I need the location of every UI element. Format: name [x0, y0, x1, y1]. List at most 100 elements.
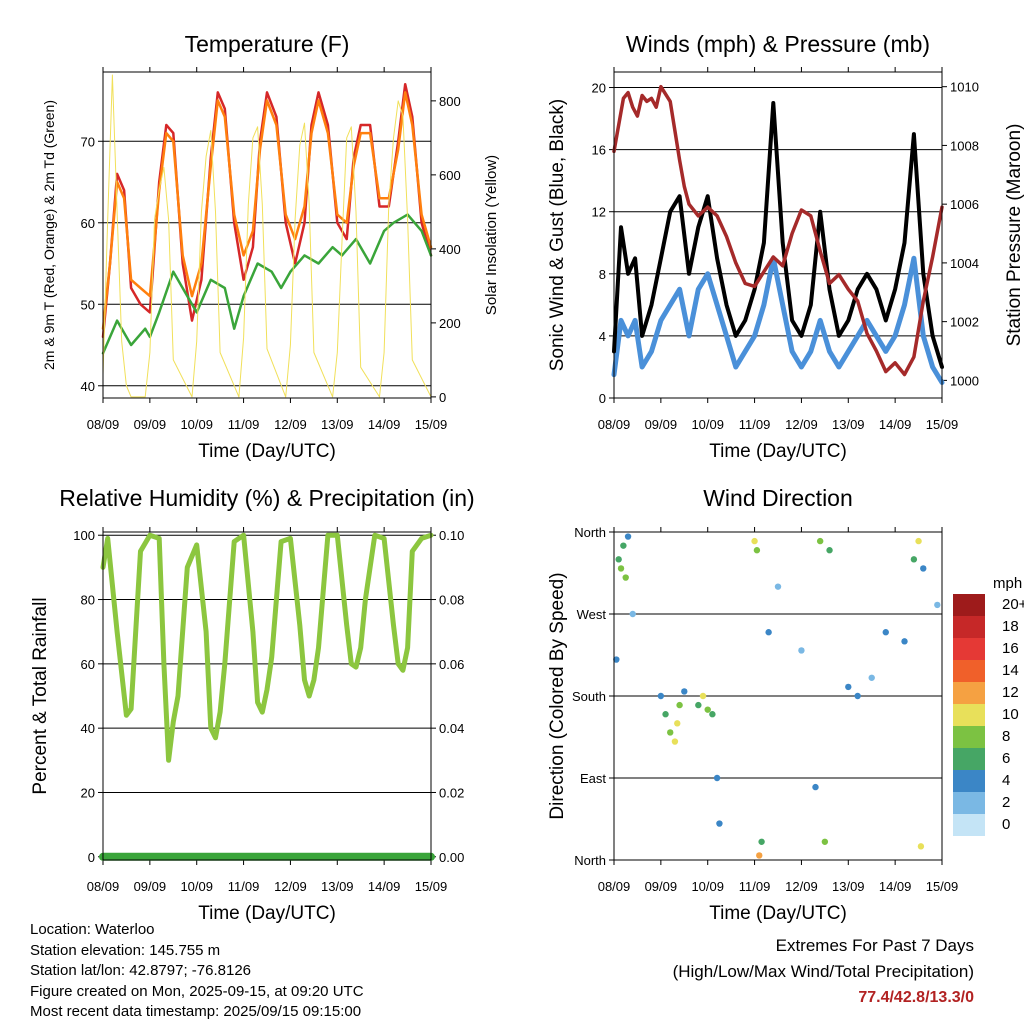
y-tick-label: South: [572, 689, 606, 704]
direction-point: [868, 674, 875, 681]
x-tick-label: 13/09: [321, 417, 354, 432]
wind-direction-chart: North East South West North 08/09 09/09 10/09 11…: [547, 485, 958, 924]
y2-axis-label: Station Pressure (Maroon): [1004, 124, 1024, 347]
y2-tick-label: 600: [439, 168, 461, 183]
created-text: Figure created on Mon, 2025-09-15, at 09…: [30, 982, 364, 1000]
direction-point: [676, 701, 683, 709]
y-tick-label: 60: [81, 216, 95, 231]
y2-tick-label: 400: [439, 242, 461, 257]
colorbar-swatch: [953, 660, 985, 682]
temperature-chart: 40 50 60 70 0 200 400 600 800 08/09 09/09 10/09 11/0…: [41, 31, 500, 462]
direction-point: [681, 688, 688, 695]
series-relative-humidity: [100, 532, 434, 763]
colorbar-swatch: [953, 770, 985, 792]
direction-point: [620, 542, 627, 549]
colorbar-swatch: [953, 616, 985, 638]
direction-point: [657, 692, 665, 700]
direction-point: [826, 547, 833, 554]
direction-point: [615, 556, 622, 563]
colorbar-swatch: [953, 704, 985, 726]
x-tick-label: 10/09: [691, 417, 724, 432]
y2-tick-label: 1006: [950, 197, 979, 212]
chart-title: Wind Direction: [703, 485, 853, 511]
colorbar-swatch: [953, 726, 985, 748]
direction-point: [765, 629, 772, 636]
direction-point: [816, 537, 824, 545]
y2-tick-label: 1002: [950, 315, 979, 330]
direction-point: [882, 629, 889, 636]
x-tick-label: 10/09: [180, 417, 213, 432]
x-tick-label: 15/09: [415, 879, 448, 894]
colorbar-swatch: [953, 748, 985, 770]
y-axis-label: Sonic Wind & Gust (Blue, Black): [547, 99, 568, 371]
x-tick-label: 14/09: [368, 879, 401, 894]
colorbar-label: 16: [1002, 640, 1019, 657]
direction-point: [624, 533, 632, 540]
y2-tick-label: 0: [439, 390, 446, 405]
extremes-box: Extremes For Past 7 Days (High/Low/Max W…: [673, 933, 974, 1011]
direction-point: [758, 838, 765, 845]
extremes-value: 77.4/42.8/13.3/0: [858, 989, 974, 1006]
colorbar-swatch: [953, 638, 985, 660]
direction-point: [821, 838, 829, 845]
y2-tick-label: 1000: [950, 373, 979, 388]
x-tick-label: 12/09: [785, 417, 818, 432]
x-tick-label: 09/09: [645, 879, 678, 894]
x-tick-label: 10/09: [180, 879, 213, 894]
winds-pressure-chart: 0 4 8 12 16 20 1000 1002 1004 1006 1008 1010 08/09 09…: [547, 31, 1024, 462]
x-tick-label: 11/09: [228, 879, 260, 894]
colorbar-label: 20+: [1002, 596, 1024, 613]
direction-point: [910, 556, 918, 563]
x-tick-label: 09/09: [134, 417, 167, 432]
colorbar-label: 18: [1002, 618, 1019, 635]
direction-point: [629, 610, 636, 618]
y2-tick-label: 1008: [950, 138, 979, 153]
plot-frame: [102, 531, 432, 861]
y2-axis-label: Solar Insolation (Yellow): [483, 155, 500, 315]
y-tick-label: 20: [81, 785, 95, 800]
y2-tick-label: 1010: [950, 80, 979, 95]
plot-frame: [613, 71, 943, 399]
chart-title: Temperature (F): [185, 31, 350, 57]
series-gust: [612, 101, 944, 369]
colorbar-unit: mph: [993, 575, 1022, 592]
direction-point: [704, 706, 711, 713]
speed-colorbar: mph 20+ 18 16 14 12 10 8 6 4 2 0: [953, 575, 1024, 836]
y2-tick-label: 0.10: [439, 528, 464, 543]
direction-point: [699, 692, 707, 700]
y-axis-label: Percent & Total Rainfall: [30, 597, 51, 794]
x-tick-label: 08/09: [87, 879, 120, 894]
x-tick-label: 08/09: [87, 417, 120, 432]
direction-point: [854, 692, 861, 700]
direction-point: [751, 537, 758, 545]
x-tick-label: 11/09: [739, 417, 771, 432]
colorbar-label: 10: [1002, 706, 1019, 723]
x-tick-label: 13/09: [321, 879, 354, 894]
series-station-pressure: [612, 84, 944, 377]
recent-data-text: Most recent data timestamp: 2025/09/15 0…: [30, 1003, 362, 1020]
direction-point: [613, 656, 620, 663]
series-9m-t: [101, 91, 433, 330]
colorbar-label: 2: [1002, 794, 1010, 811]
colorbar-label: 8: [1002, 728, 1010, 745]
x-tick-label: 13/09: [832, 879, 865, 894]
plot-frame: [102, 71, 432, 399]
x-tick-label: 12/09: [274, 417, 307, 432]
y-axis-label: Direction (Colored By Speed): [547, 572, 568, 819]
x-tick-label: 13/09: [832, 417, 865, 432]
latlon-text: Station lat/lon: 42.8797; -76.8126: [30, 962, 252, 979]
direction-point: [662, 711, 669, 718]
x-axis-label: Time (Day/UTC): [709, 903, 847, 924]
direction-point: [774, 583, 782, 590]
x-tick-label: 08/09: [598, 879, 631, 894]
direction-point: [756, 852, 763, 859]
station-info: Location: Waterloo Station elevation: 14…: [30, 920, 364, 1023]
colorbar-label: 4: [1002, 772, 1010, 789]
direction-point: [671, 738, 679, 745]
x-tick-label: 11/09: [228, 417, 260, 432]
direction-point: [917, 843, 925, 850]
y2-tick-label: 0.04: [439, 721, 464, 736]
y2-tick-label: 0.02: [439, 785, 464, 800]
y-tick-label: North: [574, 853, 606, 868]
